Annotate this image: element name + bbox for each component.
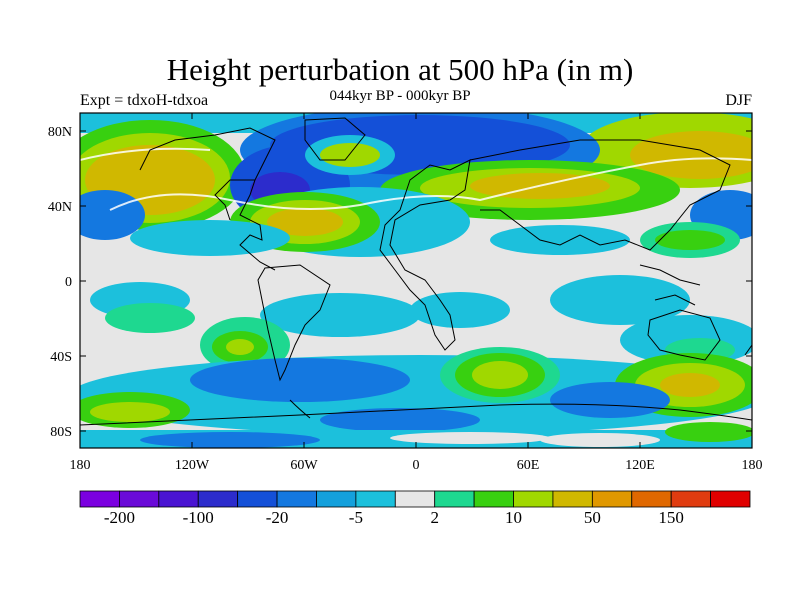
map-axes: 80N 40N 0 40S 80S 180 120W 60W 0 60E 120E 180	[48, 113, 763, 473]
colorbar-swatch	[394, 490, 436, 508]
colorbar-swatch	[434, 490, 475, 508]
colorbar-label: -20	[266, 508, 289, 527]
lat-label: 0	[65, 275, 72, 290]
colorbar-swatch	[355, 490, 396, 508]
lat-label: 80N	[48, 125, 72, 140]
colorbar-swatch	[316, 490, 357, 508]
lon-label: 120W	[175, 458, 210, 473]
lat-label: 40N	[48, 200, 72, 215]
lon-label: 60E	[517, 458, 540, 473]
lon-label: 60W	[290, 458, 318, 473]
lon-label: 180	[742, 458, 763, 473]
lon-label: 0	[413, 458, 420, 473]
colorbar-swatch	[670, 490, 711, 508]
colorbar-swatch	[79, 490, 120, 508]
map-field	[80, 113, 752, 448]
colorbar-label: 50	[584, 508, 601, 527]
lat-label: 40S	[50, 350, 72, 365]
colorbar-label: -200	[104, 508, 135, 527]
colorbar-label: 2	[430, 508, 439, 527]
colorbar-swatch	[473, 490, 514, 508]
colorbar-label: -5	[349, 508, 363, 527]
map-title: Height perturbation at 500 hPa (in m)	[166, 52, 634, 87]
experiment-label: Expt = tdxoH-tdxoa	[80, 92, 209, 109]
colorbar-swatch	[158, 490, 199, 508]
colorbar-swatch	[631, 490, 672, 508]
colorbar-swatch	[197, 490, 239, 508]
coastlines	[80, 117, 752, 426]
colorbar-swatch	[710, 490, 751, 508]
colorbar-swatch	[591, 490, 633, 508]
colorbar-swatch	[513, 490, 554, 508]
colorbar-swatch	[552, 490, 593, 508]
colorbar-label: -100	[183, 508, 214, 527]
colorbar-swatch	[276, 490, 317, 508]
colorbar-swatch	[119, 490, 160, 508]
colorbar-swatch	[237, 490, 278, 508]
colorbar: -200 -100 -20 -5 2 10 50 150	[79, 490, 751, 527]
colorbar-label: 150	[658, 508, 684, 527]
season-label: DJF	[725, 92, 752, 109]
lon-label: 180	[70, 458, 91, 473]
lon-label: 120E	[625, 458, 655, 473]
map-subtitle: 044kyr BP - 000kyr BP	[329, 88, 471, 104]
lat-label: 80S	[50, 425, 72, 440]
colorbar-label: 10	[505, 508, 522, 527]
